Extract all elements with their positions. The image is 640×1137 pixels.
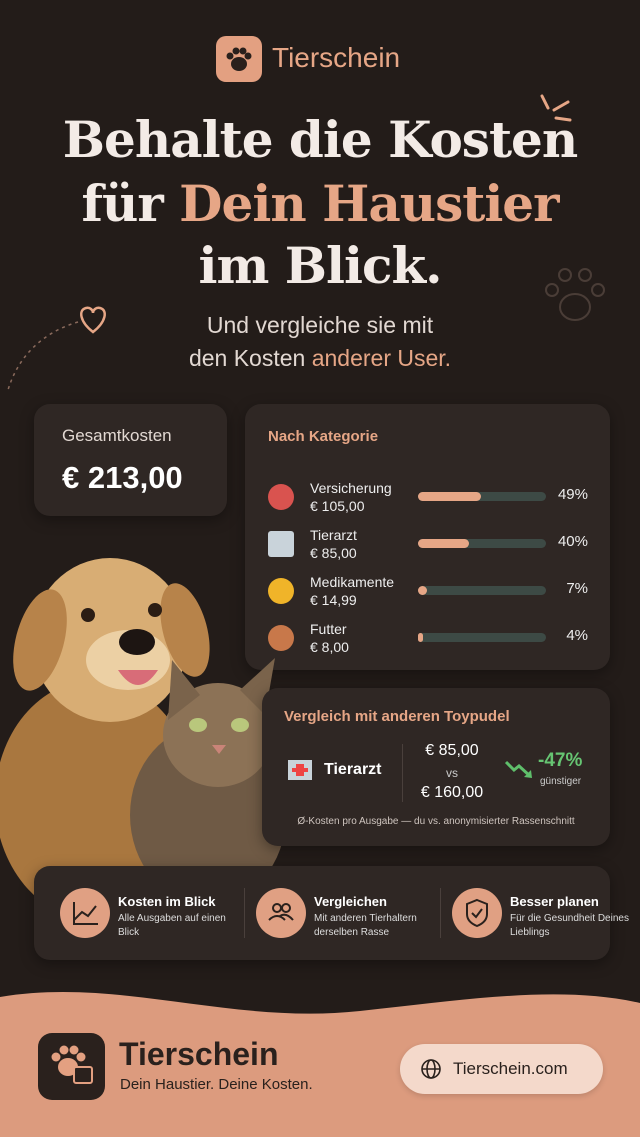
brand: Tierschein [272,42,401,73]
category-icon [268,578,294,604]
category-row: Medikamente € 14,99 7% [268,574,598,618]
share-track [418,539,546,548]
icon [268,903,294,921]
feature-text: Alle Ausgaben auf einen Blick [118,913,226,938]
other-cost: € 160,00 [420,784,484,801]
category-title: Nach Kategorie [268,428,379,445]
share-bar [418,586,427,595]
footer-tagline: Dein Haustier. Deine Kosten. [120,1076,313,1093]
app-icon [38,1033,105,1100]
share-bar [418,492,481,501]
paw-icon [226,47,252,71]
own-cost: € 85,00 [425,742,479,759]
feature-title: Kosten im Blick [118,894,216,909]
divider [244,888,245,938]
icon [466,898,488,928]
vs: vs [446,766,458,780]
clinic-icon [288,760,312,780]
subtitle-line: den Kosten anderer User. [0,345,640,372]
website-link[interactable]: Tierschein.com [453,1059,568,1078]
feature-icon [452,888,502,938]
paw-icon [51,1045,93,1084]
share-label: 40% [557,533,588,550]
paw-decoration [545,268,605,321]
headline-line: Behalte die Kosten [62,110,578,169]
category-amount: € 8,00 [310,639,349,655]
category-card: Nach Kategorie Versicherung € 105,00 49% Ti… [245,404,610,670]
category-amount: € 105,00 [310,498,365,514]
headline-text: für [81,174,164,233]
category-icon [268,484,294,510]
headline-line: im Blick. [198,236,442,295]
feature-text: Für die Gesundheit Deines Lieblings [510,913,629,938]
category-amount: € 85,00 [310,545,357,561]
category-row: Futter € 8,00 4% [268,621,598,665]
comparison-card: Vergleich mit anderen Toypudel Tierarzt … [262,688,610,846]
globe-icon [421,1059,441,1079]
category-name: Futter [310,621,347,637]
category-icon [268,531,294,557]
share-track [418,633,546,642]
feature-icon [256,888,306,938]
share-bar [418,539,470,548]
subtitle-text: den Kosten [188,345,306,371]
footer-background [0,992,640,1137]
feature: Vergleichen Mit anderen Tierhaltern derse… [256,866,446,960]
subtitle-line: Und vergleiche sie mit [206,312,434,338]
share-track [418,492,546,501]
website-button[interactable]: Tierschein.com [400,1044,603,1094]
trend-down-icon [504,760,532,778]
share-bar [418,633,424,642]
category-name: Versicherung [310,480,392,496]
category-icon [268,625,294,651]
divider [440,888,441,938]
footer-brand: Tierschein [119,1036,279,1072]
headline-accent: Dein Haustier [179,174,559,233]
heart-decoration [7,306,106,391]
footnote: Ø-Kosten pro Ausgabe — du vs. anonymisie… [297,816,575,827]
feature: Kosten im Blick Alle Ausgaben auf einen B… [60,866,250,960]
icon [73,902,98,925]
feature: Besser planen Für die Gesundheit Deines L… [452,866,640,960]
features-card: Kosten im Blick Alle Ausgaben auf einen B… [34,866,629,960]
feature-icon [60,888,110,938]
logo-icon [216,36,262,82]
category-name: Medikamente [310,574,395,590]
spark-decoration [540,94,572,122]
headline-line: für Dein Haustier [0,174,640,233]
share-track [418,586,546,595]
total-card: Gesamtkosten € 213,00 [34,404,227,516]
category-name: Tierarzt [310,527,357,543]
delta-note: günstiger [540,776,582,787]
share-label: 49% [557,486,588,503]
delta: -47% [538,750,583,771]
category-row: Versicherung € 105,00 49% [268,480,598,524]
comparison-category: Tierarzt [324,761,382,778]
feature-title: Vergleichen [314,894,387,909]
comparison-title: Vergleich mit anderen Toypudel [284,708,510,725]
category-row: Tierarzt € 85,00 40% [268,527,598,571]
category-amount: € 14,99 [310,592,357,608]
share-label: 4% [566,627,588,644]
feature-text: Mit anderen Tierhaltern derselben Rasse [314,913,417,938]
total-amount: € 213,00 [62,460,183,495]
pet-illustration [0,558,286,900]
total-label: Gesamtkosten [62,426,172,445]
divider [402,744,403,802]
share-label: 7% [566,580,588,597]
subtitle-accent: anderer User. [311,345,452,371]
feature-title: Besser planen [510,894,599,909]
